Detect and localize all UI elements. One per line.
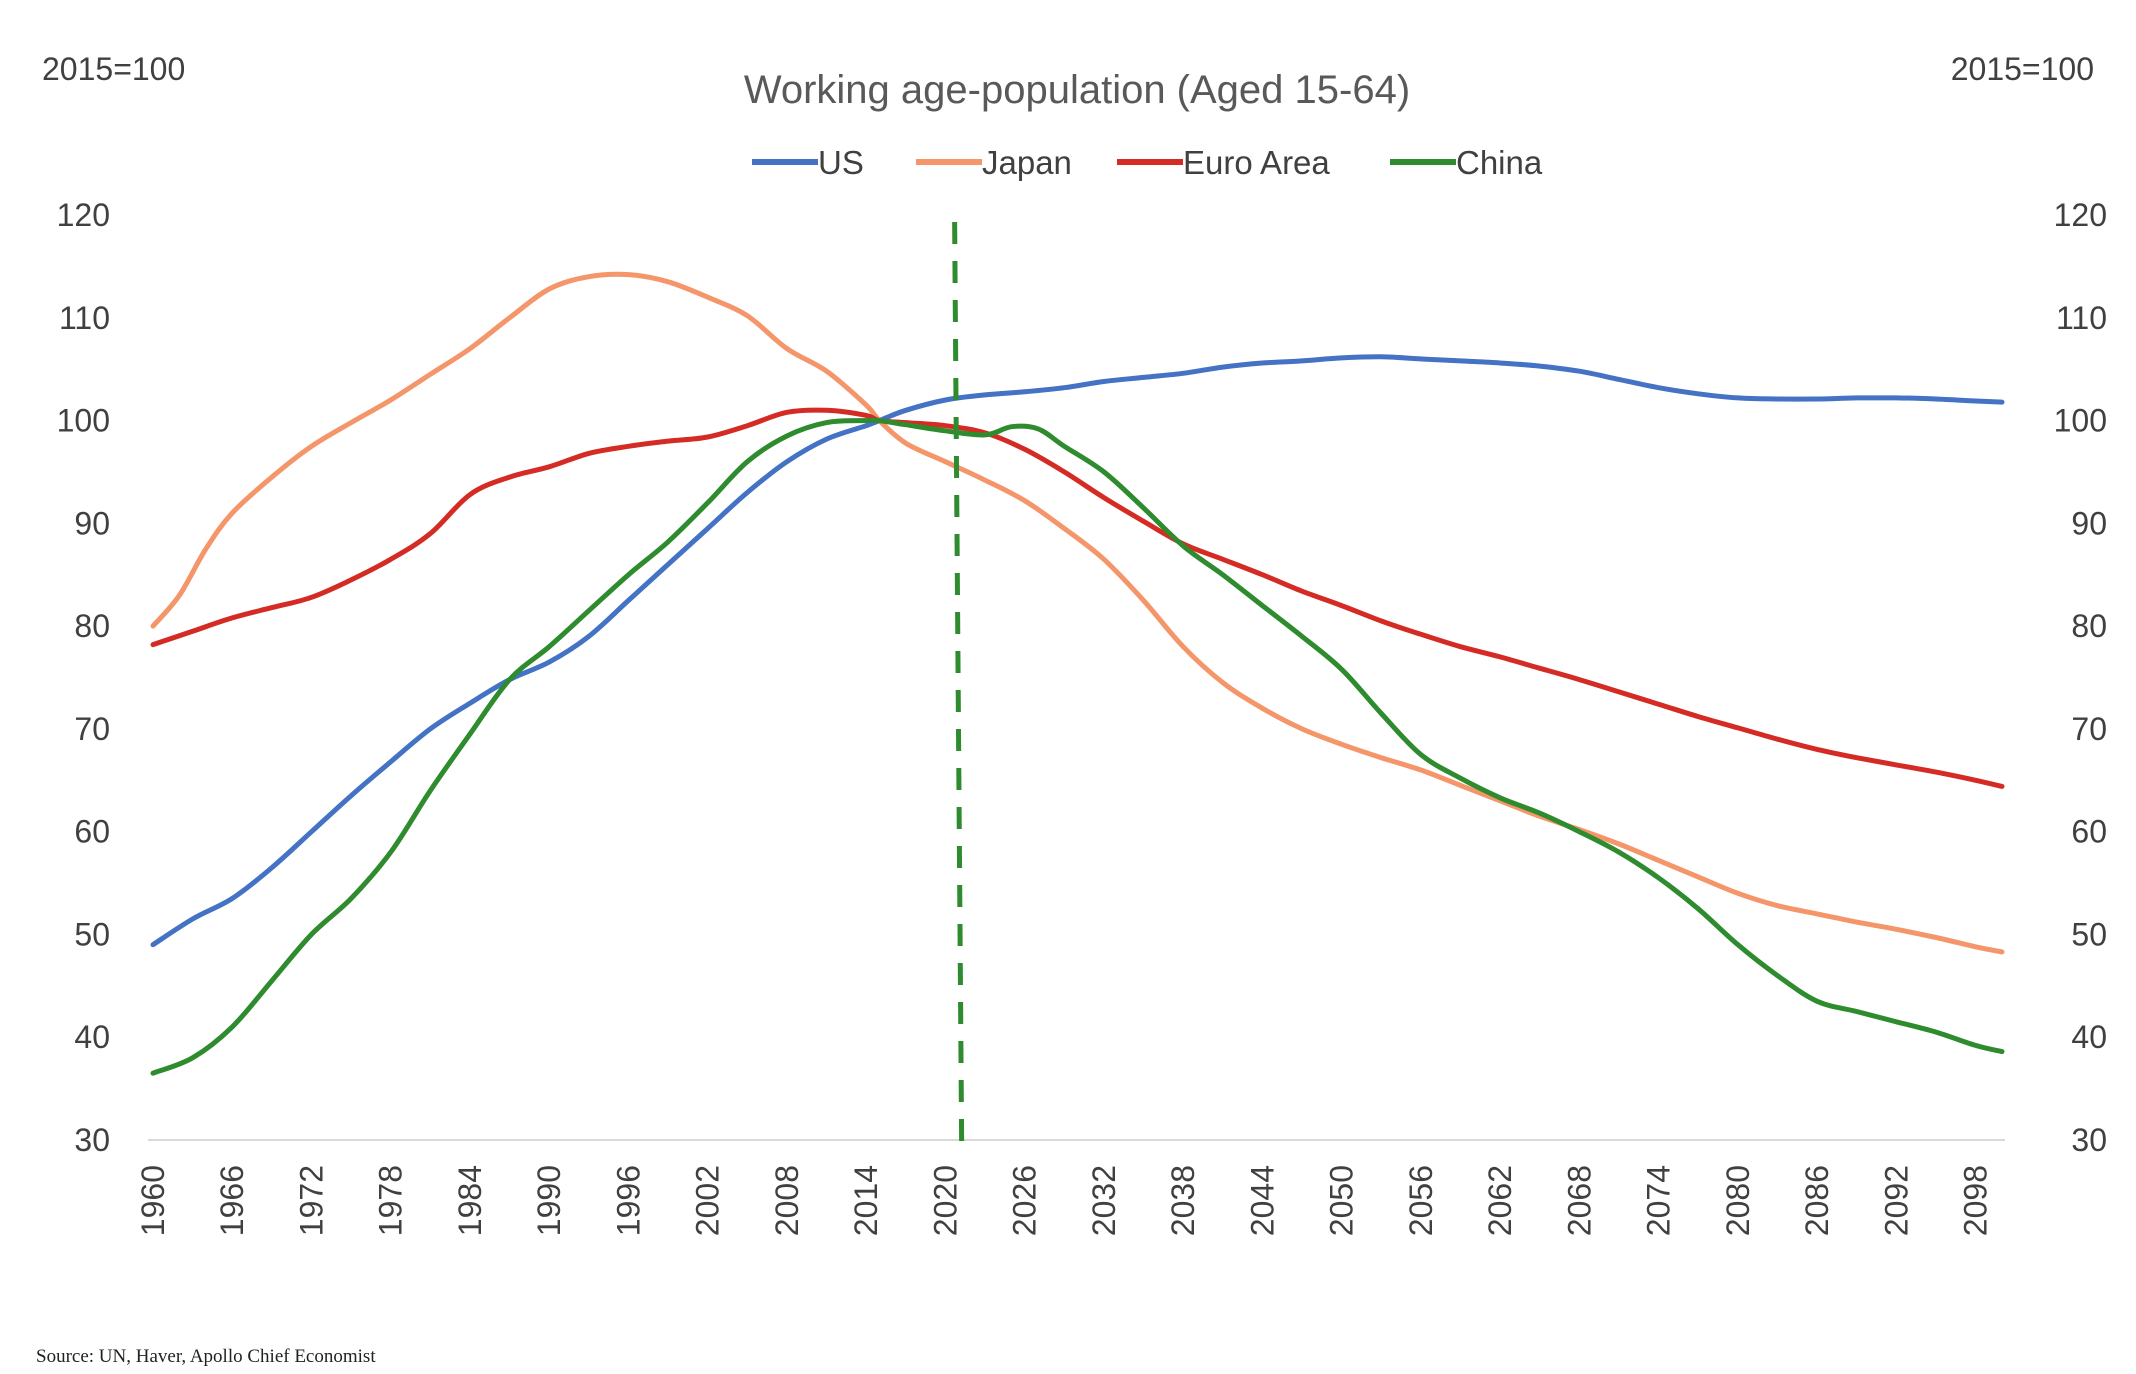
x-tick-label: 1996 bbox=[610, 1165, 646, 1236]
y-tick-label-right: 110 bbox=[2056, 300, 2107, 336]
series-line-japan bbox=[150, 271, 2005, 955]
y-tick-label-left: 120 bbox=[57, 197, 110, 233]
y-tick-label-left: 40 bbox=[74, 1019, 110, 1055]
y-tick-label-right: 30 bbox=[2071, 1122, 2107, 1158]
y-tick-label-right: 40 bbox=[2071, 1019, 2107, 1055]
y-tick-label-right: 120 bbox=[2054, 197, 2107, 233]
y-tick-label-left: 90 bbox=[74, 505, 110, 541]
legend: US Japan Euro Area China bbox=[752, 144, 1543, 181]
x-tick-label: 2008 bbox=[769, 1165, 805, 1236]
x-tick-label: 2050 bbox=[1324, 1165, 1360, 1236]
y-tick-label-left: 70 bbox=[74, 711, 110, 747]
left-y-axis: 30 40 50 60 70 80 90 100 110 120 bbox=[57, 197, 110, 1158]
x-tick-label: 1984 bbox=[452, 1165, 488, 1236]
x-tick-label: 2026 bbox=[1007, 1165, 1043, 1236]
y-tick-label-left: 60 bbox=[74, 814, 110, 850]
x-tick-label: 2020 bbox=[927, 1165, 963, 1236]
series-lines bbox=[150, 271, 2005, 1076]
chart-title: Working age-population (Aged 15-64) bbox=[744, 68, 1410, 112]
y-tick-label-left: 50 bbox=[74, 916, 110, 952]
x-tick-label: 2092 bbox=[1878, 1165, 1914, 1236]
x-tick-label: 1978 bbox=[373, 1165, 409, 1236]
x-axis: 1960 1966 1972 1978 1984 1990 1996 2002 2008 2014… bbox=[135, 1165, 1994, 1236]
series-line-china bbox=[150, 417, 2005, 1076]
legend-label-us: US bbox=[818, 144, 864, 181]
x-tick-label: 2068 bbox=[1561, 1165, 1597, 1236]
x-tick-label: 2080 bbox=[1720, 1165, 1756, 1236]
source-note: Source: UN, Haver, Apollo Chief Economis… bbox=[36, 1346, 376, 1367]
right-y-axis: 30 40 50 60 70 80 90 100 110 120 bbox=[2054, 197, 2107, 1158]
x-tick-label: 2032 bbox=[1086, 1165, 1122, 1236]
x-tick-label: 2062 bbox=[1482, 1165, 1518, 1236]
y-tick-label-right: 70 bbox=[2071, 711, 2107, 747]
y-tick-label-left: 100 bbox=[57, 403, 110, 439]
x-tick-label: 2056 bbox=[1403, 1165, 1439, 1236]
x-tick-label: 2086 bbox=[1799, 1165, 1835, 1236]
x-tick-label: 1990 bbox=[531, 1165, 567, 1236]
x-tick-label: 1972 bbox=[293, 1165, 329, 1236]
marker-group bbox=[952, 221, 965, 1143]
y-tick-label-left: 80 bbox=[74, 608, 110, 644]
y-tick-label-left: 30 bbox=[74, 1122, 110, 1158]
x-tick-label: 1960 bbox=[135, 1165, 171, 1236]
legend-label-china: China bbox=[1456, 144, 1543, 181]
x-tick-label: 2044 bbox=[1244, 1165, 1280, 1236]
y-tick-label-right: 100 bbox=[2054, 403, 2107, 439]
x-tick-label: 2098 bbox=[1958, 1165, 1994, 1236]
y-tick-label-right: 50 bbox=[2071, 916, 2107, 952]
x-tick-label: 1966 bbox=[214, 1165, 250, 1236]
legend-label-euro-area: Euro Area bbox=[1183, 144, 1330, 181]
x-tick-label: 2038 bbox=[1165, 1165, 1201, 1236]
x-tick-label: 2014 bbox=[848, 1165, 884, 1236]
left-axis-unit-label: 2015=100 bbox=[42, 51, 185, 87]
x-tick-label: 2074 bbox=[1641, 1165, 1677, 1236]
y-gridlines bbox=[148, 214, 2005, 1038]
y-tick-label-right: 80 bbox=[2071, 608, 2107, 644]
y-tick-label-left: 110 bbox=[59, 300, 110, 336]
y-tick-label-right: 90 bbox=[2071, 505, 2107, 541]
series-line-euro-area bbox=[150, 407, 2005, 789]
series-line-us bbox=[150, 354, 2005, 948]
legend-label-japan: Japan bbox=[982, 144, 1072, 181]
vertical-marker-line bbox=[952, 221, 965, 1143]
right-axis-unit-label: 2015=100 bbox=[1951, 51, 2094, 87]
x-tick-label: 2002 bbox=[690, 1165, 726, 1236]
y-tick-label-right: 60 bbox=[2071, 814, 2107, 850]
